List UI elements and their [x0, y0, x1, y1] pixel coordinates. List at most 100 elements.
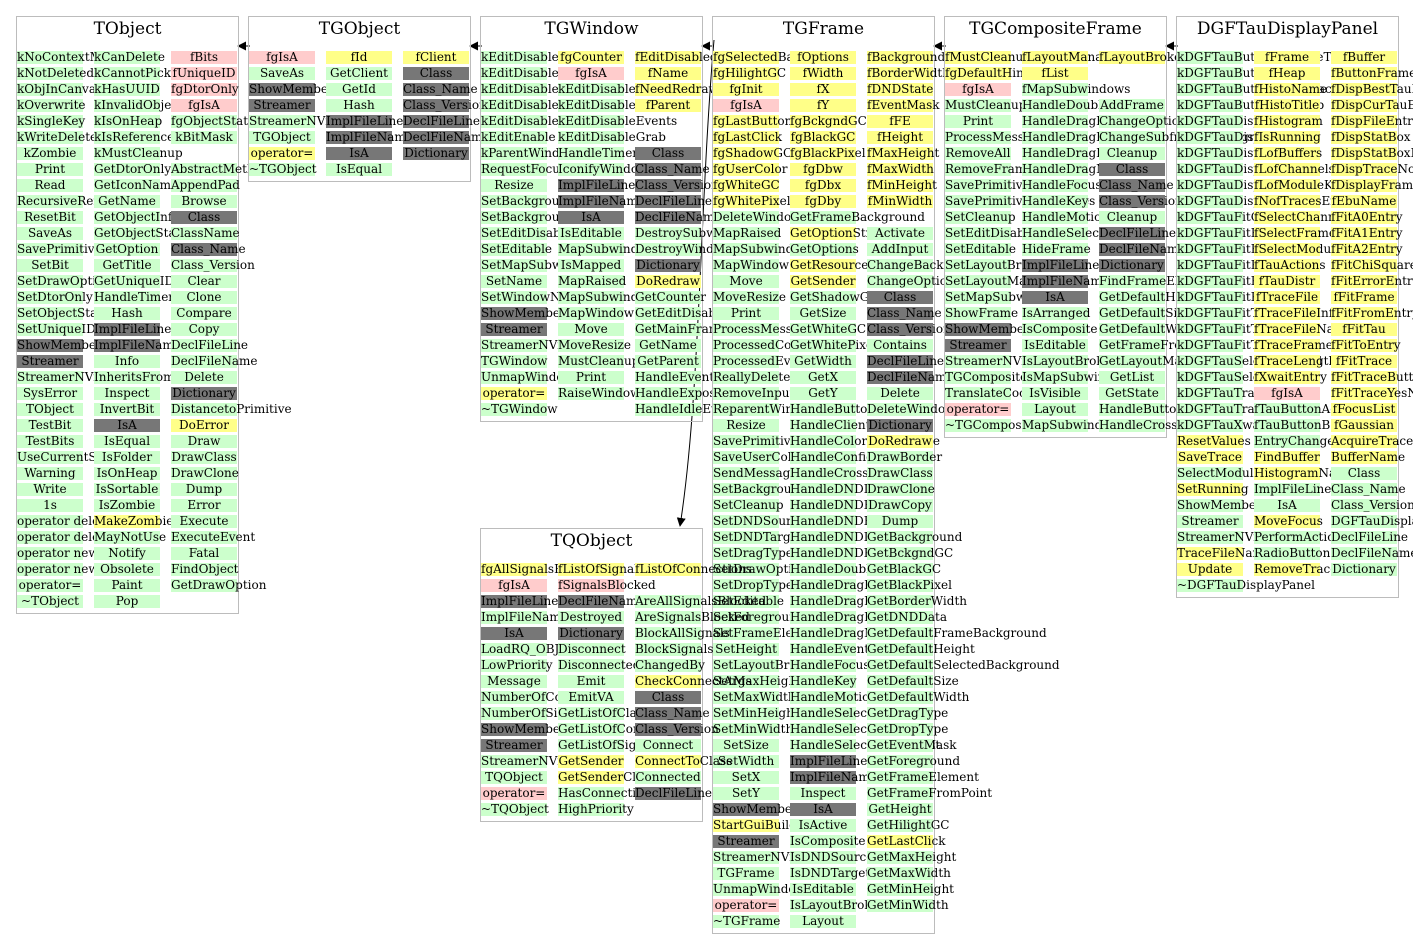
member-cell: GetForeground	[867, 754, 961, 768]
member-cell: MustCleanup	[558, 354, 640, 368]
member-cell: ~TGCompositeFrame	[945, 418, 1077, 432]
member-cell: AreSignalsBlocked	[635, 610, 750, 624]
member-cell: DrawBorder	[867, 450, 943, 464]
member-cell: IsOnHeap	[94, 467, 160, 480]
member-cell: SetMinWidth	[713, 722, 794, 736]
member-cell: ChangedBy	[635, 658, 705, 672]
member-cell: fgUserColor	[713, 162, 788, 176]
member-cell: GetDefaultFrameBackground	[867, 626, 1047, 640]
member-cell: Class	[171, 211, 237, 224]
member-cell: ImplFileName	[94, 338, 181, 352]
member-cell: Class	[403, 67, 469, 80]
member-cell: ImplFileName	[1022, 274, 1109, 288]
member-cell: DeclFileName	[635, 210, 722, 224]
member-cell: DrawClone	[171, 466, 239, 480]
member-cell: Compare	[171, 307, 237, 320]
member-cell: IsA	[558, 211, 624, 224]
member-cell: HandleDragDrop	[1022, 114, 1127, 128]
member-cell: SetBit	[17, 259, 83, 272]
member-cell: SaveAs	[17, 227, 83, 240]
member-cell: ResetBit	[17, 211, 83, 224]
member-cell: HandleButton	[1099, 402, 1185, 416]
member-cell: Dictionary	[558, 626, 624, 640]
member-cell: DeleteWindow	[867, 402, 956, 416]
member-cell: SavePrimitive	[713, 434, 798, 448]
member-cell: kEditDisableKeyEnable	[481, 66, 624, 80]
member-cell: kDGFTauFitTrace	[1177, 322, 1286, 336]
member-cell: GetHeight	[867, 802, 933, 816]
member-cell: ClassName	[171, 226, 240, 240]
member-cell: IsDNDSource	[790, 850, 874, 864]
member-cell: SetRunning	[1177, 482, 1249, 496]
member-cell: 1s	[17, 499, 83, 512]
member-cell: ~DGFTauDisplayPanel	[1177, 578, 1315, 592]
member-cell: fFitA1Entry	[1331, 226, 1403, 240]
member-cell: kWriteDelete	[17, 130, 98, 144]
member-cell: GetWhiteGC	[790, 322, 867, 336]
member-cell: Contains	[867, 339, 933, 352]
member-cell: SetMaxWidth	[713, 690, 796, 704]
member-cell: Dictionary	[635, 258, 701, 272]
member-cell: operator new[]	[17, 562, 108, 576]
member-cell: fgIsA	[481, 579, 547, 592]
member-cell: DeclFileName	[867, 370, 954, 384]
member-cell: SetCleanup	[713, 498, 784, 512]
member-cell: TQObject	[481, 771, 547, 784]
member-cell: DeclFileName	[171, 354, 258, 368]
member-cell: GetFrameFromPoint	[867, 786, 993, 800]
member-cell: ShowFrame	[945, 306, 1019, 320]
member-cell: fMinHeight	[867, 178, 937, 192]
member-cell: SetEditable	[481, 242, 553, 256]
member-cell: fgDbw	[790, 163, 856, 176]
member-cell: HandleDragMotion	[790, 626, 908, 640]
member-cell: SetDragType	[713, 546, 793, 560]
member-cell: fDNDState	[867, 82, 934, 96]
member-cell: ProcessMessage	[713, 322, 814, 336]
member-cell: Disconnect	[558, 642, 626, 656]
member-cell: SetCleanup	[945, 210, 1016, 224]
member-cell: operator=	[945, 402, 1011, 416]
member-cell: kDGFTauXwait	[1177, 418, 1269, 432]
member-cell: fLayoutBroken	[1099, 50, 1189, 64]
member-cell: fMaxHeight	[867, 146, 940, 160]
member-cell: Browse	[171, 195, 237, 208]
member-cell: kEditDisableWidth	[481, 114, 595, 128]
member-cell: fgAllSignalsBlocked	[481, 562, 603, 576]
member-cell: ~TQObject	[481, 802, 549, 816]
member-cell: ResetValues	[1177, 434, 1251, 448]
member-cell: kDGFTauDispFile	[1177, 194, 1285, 208]
tobject-class-title: TObject	[93, 19, 162, 39]
member-cell: DrawClone	[867, 482, 935, 496]
member-cell: fDispCurTauEntry	[1331, 98, 1413, 112]
member-cell: fSelectChannel	[1254, 210, 1347, 224]
member-cell: GetDrawOption	[171, 578, 267, 592]
member-cell: Class_Name	[635, 162, 710, 176]
member-cell: SendMessage	[713, 466, 798, 480]
member-cell: AcquireTraces	[1331, 434, 1413, 448]
member-cell: Class_Version	[1331, 498, 1413, 512]
member-cell: DeleteWindowCalled	[713, 210, 841, 224]
member-cell: SetDtorOnly	[17, 290, 93, 304]
member-cell: kEditDisableGrab	[558, 130, 666, 144]
member-cell: Move	[713, 275, 779, 288]
member-cell: ImplFileName	[326, 130, 413, 144]
member-cell: HandleButton	[790, 402, 876, 416]
member-cell: fgInit	[713, 83, 779, 96]
member-cell: DeclFileLine	[867, 354, 945, 368]
member-cell: Dictionary	[1331, 562, 1397, 576]
member-cell: GetLastClick	[867, 834, 946, 848]
member-cell: Resize	[481, 179, 547, 192]
member-cell: fSignalsBlocked	[558, 578, 656, 592]
member-cell: TestBits	[17, 435, 83, 448]
member-cell: fgBckgndGC	[790, 114, 867, 128]
member-cell: SetY	[713, 787, 779, 800]
member-cell: GetSender	[558, 754, 624, 768]
member-cell: SetEditDisabled	[945, 226, 1044, 240]
member-cell: fList	[1022, 67, 1088, 80]
member-cell: IsA	[790, 803, 856, 816]
member-cell: IsLayoutBroken	[790, 898, 887, 912]
member-cell: GetObjectStat	[94, 226, 181, 240]
member-cell: GetSenderClassName	[558, 770, 692, 784]
member-cell: TGCompositeFrame	[945, 370, 1067, 384]
member-cell: HandleTimer	[558, 146, 639, 160]
